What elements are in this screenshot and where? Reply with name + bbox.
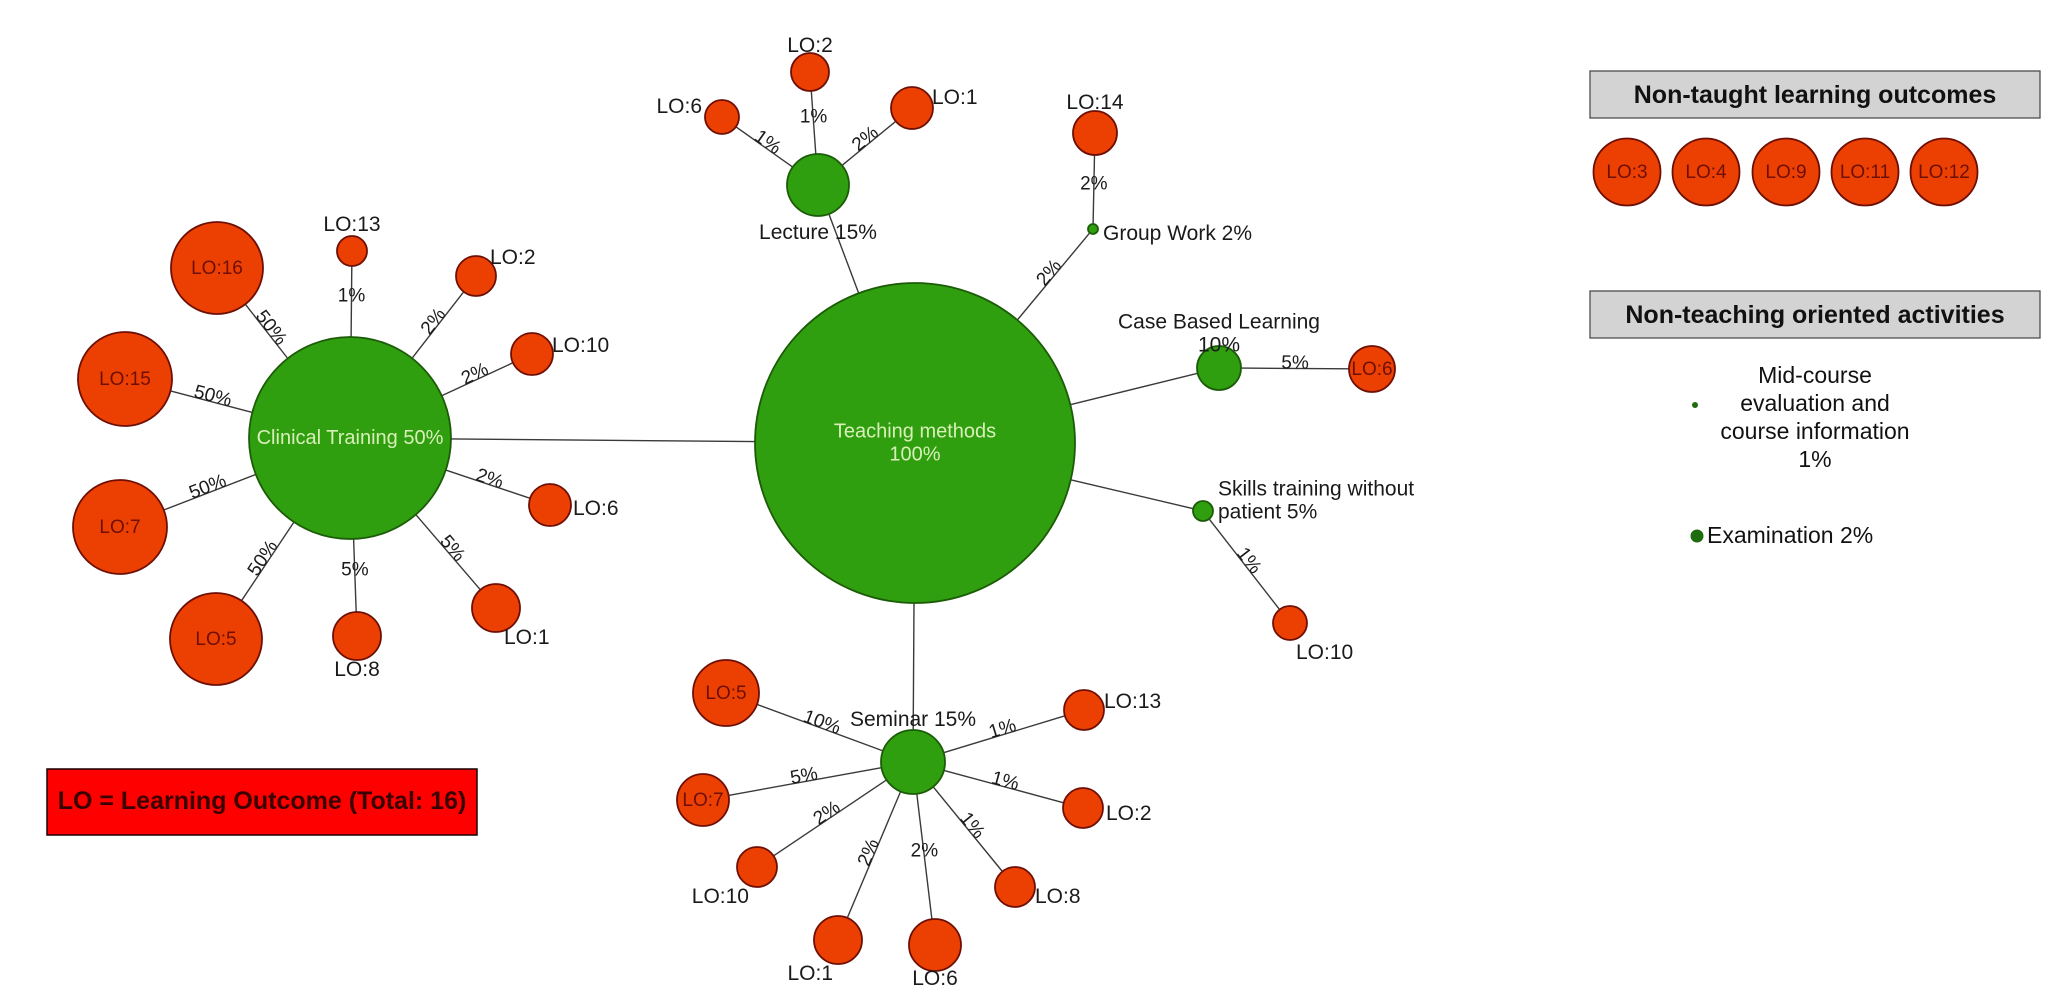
svg-text:course information: course information bbox=[1720, 418, 1909, 444]
svg-text:LO:10: LO:10 bbox=[692, 885, 749, 908]
svg-text:2%: 2% bbox=[911, 841, 939, 862]
svg-text:LO:12: LO:12 bbox=[1918, 162, 1970, 183]
svg-text:Group Work 2%: Group Work 2% bbox=[1103, 222, 1252, 245]
svg-text:5%: 5% bbox=[1281, 352, 1309, 373]
svg-text:LO:1: LO:1 bbox=[787, 962, 833, 985]
svg-text:LO:4: LO:4 bbox=[1685, 162, 1727, 183]
svg-text:1%: 1% bbox=[1798, 446, 1831, 472]
svg-text:LO:5: LO:5 bbox=[195, 629, 236, 650]
svg-text:LO = Learning Outcome (Total:: LO = Learning Outcome (Total: 16) bbox=[58, 787, 467, 815]
svg-text:Skills training without: Skills training without bbox=[1218, 478, 1414, 501]
svg-text:LO:3: LO:3 bbox=[1606, 162, 1647, 183]
svg-text:LO:6: LO:6 bbox=[573, 497, 619, 520]
svg-text:LO:2: LO:2 bbox=[787, 34, 833, 57]
svg-text:LO:1: LO:1 bbox=[504, 626, 550, 649]
svg-text:LO:2: LO:2 bbox=[1106, 802, 1152, 825]
svg-text:1%: 1% bbox=[338, 286, 366, 307]
svg-text:Teaching methods: Teaching methods bbox=[834, 421, 996, 443]
svg-text:10%: 10% bbox=[1198, 334, 1240, 357]
svg-text:LO:6: LO:6 bbox=[1351, 359, 1392, 380]
svg-text:LO:7: LO:7 bbox=[682, 790, 723, 811]
svg-text:LO:5: LO:5 bbox=[705, 683, 746, 704]
svg-text:LO:11: LO:11 bbox=[1840, 162, 1890, 183]
svg-text:Lecture 15%: Lecture 15% bbox=[759, 221, 877, 244]
svg-text:Mid-course: Mid-course bbox=[1758, 362, 1872, 388]
svg-text:Non-taught learning outcomes: Non-taught learning outcomes bbox=[1634, 81, 1997, 109]
svg-text:Non-teaching oriented activiti: Non-teaching oriented activities bbox=[1625, 301, 2004, 329]
svg-text:LO:9: LO:9 bbox=[1765, 162, 1806, 183]
svg-text:LO:6: LO:6 bbox=[912, 967, 958, 990]
svg-text:Examination 2%: Examination 2% bbox=[1707, 522, 1873, 548]
svg-text:patient 5%: patient 5% bbox=[1218, 501, 1317, 524]
svg-text:Case Based Learning: Case Based Learning bbox=[1118, 311, 1320, 334]
svg-text:Clinical Training 50%: Clinical Training 50% bbox=[257, 427, 444, 449]
svg-text:LO:1: LO:1 bbox=[932, 86, 978, 109]
svg-text:LO:8: LO:8 bbox=[1035, 885, 1081, 908]
svg-text:LO:14: LO:14 bbox=[1066, 91, 1124, 114]
svg-text:LO:13: LO:13 bbox=[323, 213, 380, 236]
svg-text:LO:8: LO:8 bbox=[334, 658, 380, 681]
svg-text:1%: 1% bbox=[800, 107, 828, 128]
svg-text:LO:16: LO:16 bbox=[191, 258, 243, 279]
svg-text:Seminar 15%: Seminar 15% bbox=[850, 708, 976, 731]
svg-text:LO:10: LO:10 bbox=[1296, 641, 1353, 664]
svg-text:2%: 2% bbox=[1080, 174, 1108, 195]
svg-text:LO:6: LO:6 bbox=[656, 95, 702, 118]
svg-text:LO:7: LO:7 bbox=[99, 517, 140, 538]
svg-text:100%: 100% bbox=[889, 444, 940, 466]
svg-text:LO:13: LO:13 bbox=[1104, 690, 1161, 713]
svg-text:LO:2: LO:2 bbox=[490, 246, 536, 269]
svg-text:evaluation and: evaluation and bbox=[1740, 390, 1890, 416]
svg-text:5%: 5% bbox=[341, 560, 369, 581]
svg-text:LO:10: LO:10 bbox=[552, 334, 609, 357]
svg-text:LO:15: LO:15 bbox=[99, 369, 151, 390]
